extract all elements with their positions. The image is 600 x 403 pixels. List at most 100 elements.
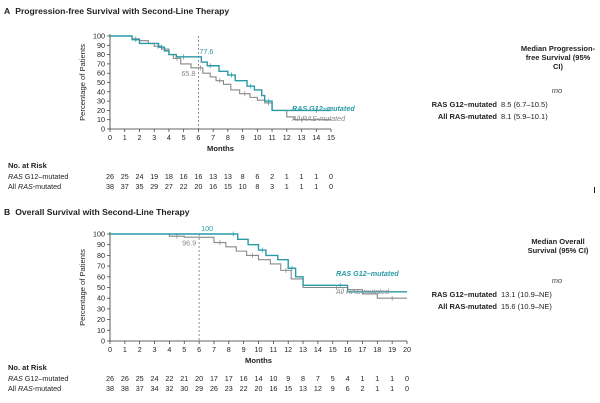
risk-count: 21 [180, 374, 189, 383]
risk-count: 13 [223, 172, 232, 181]
risk-count: 22 [239, 384, 248, 393]
y-tick-label: 50 [97, 78, 105, 87]
risk-count: 18 [164, 172, 173, 181]
x-tick-label: 6 [196, 133, 200, 142]
x-tick-label: 0 [108, 345, 112, 354]
x-tick-label: 5 [182, 345, 186, 354]
x-tick-label: 11 [270, 345, 277, 354]
x-tick-label: 6 [197, 345, 201, 354]
x-tick-label: 2 [137, 133, 141, 142]
risk-count: 20 [195, 374, 204, 383]
risk-count: 6 [345, 384, 350, 393]
x-tick-label: 15 [327, 133, 335, 142]
os-median-heading: Median Overall Survival (95% CI) [527, 237, 589, 255]
risk-count: 24 [150, 374, 159, 383]
series-end-label: RAS G12–mutated [336, 269, 399, 278]
x-tick-label: 1 [123, 345, 127, 354]
risk-count: 29 [195, 384, 204, 393]
x-tick-label: 2 [138, 345, 142, 354]
risk-count: 0 [405, 374, 409, 383]
y-tick-label: 50 [97, 283, 105, 292]
risk-count: 3 [270, 182, 275, 191]
os-risk-label-all: All RAS-mutated [8, 384, 61, 393]
y-tick-label: 70 [97, 262, 105, 271]
x-tick-label: 1 [123, 133, 127, 142]
y-axis-label: Percentage of Patients [78, 249, 87, 326]
risk-count: 1 [284, 182, 289, 191]
risk-count: 16 [194, 172, 203, 181]
os-median-group: All RAS-mutated [437, 302, 497, 311]
pfs-median-value: 8.1 (5.9–10.1) [501, 112, 548, 121]
pfs-risk-title: No. at Risk [8, 161, 47, 170]
risk-label-prefix: All [8, 384, 18, 393]
x-tick-label: 3 [153, 345, 157, 354]
risk-count: 15 [284, 384, 293, 393]
x-tick-label: 20 [403, 345, 411, 354]
risk-label-gene: RAS [8, 374, 23, 383]
risk-count: 0 [329, 172, 333, 181]
risk-count: 1 [299, 182, 304, 191]
annotation-label: 65.8 [181, 69, 195, 78]
risk-label-suffix: -mutated [32, 182, 62, 191]
risk-count: 15 [223, 182, 232, 191]
x-tick-label: 14 [312, 133, 320, 142]
x-tick-label: 11 [268, 133, 275, 142]
risk-count: 16 [179, 172, 188, 181]
pfs-median-group: RAS G12–mutated [431, 100, 497, 109]
risk-count: 38 [106, 182, 114, 191]
risk-count: 20 [254, 384, 263, 393]
x-axis-label: Months [207, 144, 234, 153]
risk-count: 37 [135, 384, 144, 393]
x-tick-label: 10 [253, 133, 261, 142]
os-median-value: 15.6 (10.9–NE) [501, 302, 552, 311]
y-tick-label: 100 [93, 32, 105, 41]
risk-count: 8 [301, 374, 306, 383]
panel-a-title-text: Progression-free Survival with Second-Li… [15, 6, 230, 16]
risk-count: 12 [313, 384, 322, 393]
risk-count: 25 [120, 172, 129, 181]
x-tick-label: 10 [255, 345, 263, 354]
risk-count: 26 [209, 384, 218, 393]
pfs-median-box: Median Progression-free Survival (95% CI… [432, 30, 600, 130]
pfs-median-heading: Median Progression-free Survival (95% CI… [520, 44, 596, 71]
series-end-label: All RAS-mutated [291, 114, 346, 123]
x-tick-label: 4 [167, 133, 171, 142]
risk-count: 30 [180, 384, 189, 393]
risk-count: 0 [329, 182, 333, 191]
risk-count: 6 [255, 172, 260, 181]
annotation-label: 77.6 [199, 47, 213, 56]
x-tick-label: 3 [152, 133, 156, 142]
edge-tick [594, 187, 595, 193]
panel-b-title-text: Overall Survival with Second-Line Therap… [15, 207, 190, 217]
x-tick-label: 8 [227, 345, 231, 354]
risk-count: 16 [269, 384, 278, 393]
risk-label-text: G12–mutated [22, 374, 69, 383]
x-tick-label: 17 [358, 345, 366, 354]
risk-count: 7 [315, 374, 320, 383]
risk-count: 13 [209, 172, 218, 181]
y-tick-label: 30 [97, 97, 105, 106]
risk-count: 1 [284, 172, 289, 181]
x-tick-label: 13 [298, 133, 306, 142]
risk-count: 5 [330, 374, 335, 383]
risk-count: 8 [255, 182, 260, 191]
x-tick-label: 14 [314, 345, 322, 354]
risk-count: 34 [150, 384, 159, 393]
x-tick-label: 7 [212, 345, 216, 354]
risk-count: 26 [120, 374, 129, 383]
risk-count: 20 [194, 182, 203, 191]
x-tick-label: 16 [344, 345, 352, 354]
risk-count: 14 [254, 374, 263, 383]
risk-label-text: G12–mutated [22, 172, 69, 181]
risk-count: 24 [135, 172, 144, 181]
risk-label-gene: RAS [18, 384, 33, 393]
risk-count: 1 [375, 374, 380, 383]
risk-count: 35 [135, 182, 144, 191]
risk-count: 1 [390, 384, 395, 393]
y-tick-label: 40 [97, 294, 105, 303]
risk-count: 8 [240, 172, 245, 181]
risk-count: 1 [375, 384, 380, 393]
risk-count: 22 [179, 182, 188, 191]
risk-count: 26 [106, 374, 114, 383]
